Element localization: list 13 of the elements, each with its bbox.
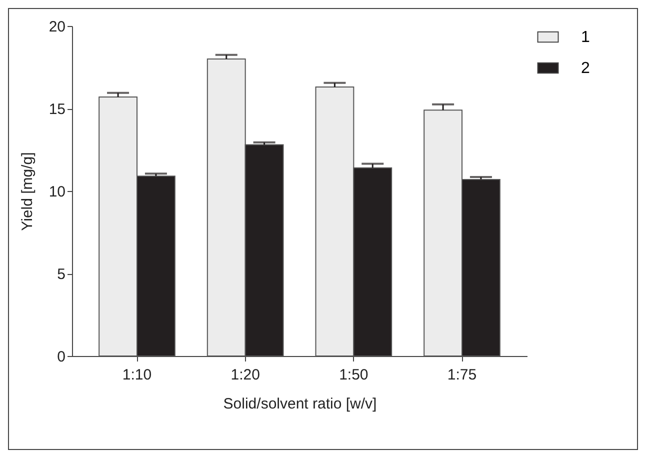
y-tick-label: 20	[48, 18, 66, 36]
y-tick-label: 0	[57, 348, 66, 366]
x-tick-label: 1:75	[447, 366, 477, 384]
y-axis-title: Yield [mg/g]	[18, 152, 36, 231]
legend-label: 2	[581, 60, 590, 77]
legend-label: 1	[581, 29, 590, 46]
x-tick-label: 1:50	[339, 366, 368, 384]
x-axis-title: Solid/solvent ratio [w/v]	[223, 396, 377, 412]
y-tick-label: 15	[48, 101, 66, 118]
y-tick-label: 5	[57, 266, 66, 283]
x-tick-label: 1:10	[122, 366, 152, 384]
x-tick-label: 1:20	[230, 366, 260, 384]
y-tick-label: 10	[48, 184, 66, 200]
